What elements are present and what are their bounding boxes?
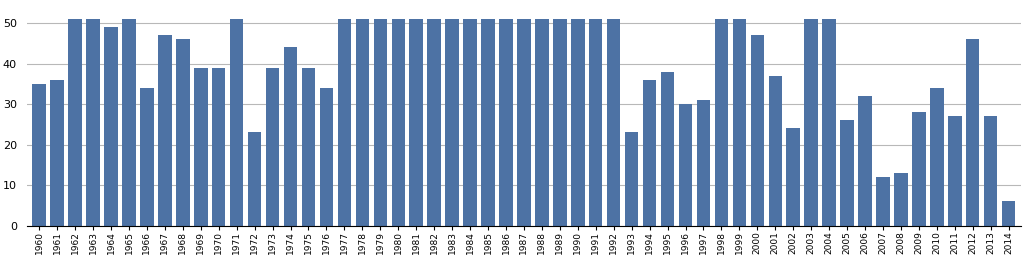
Bar bbox=[50, 80, 63, 226]
Bar bbox=[266, 68, 280, 226]
Bar bbox=[571, 19, 585, 226]
Bar bbox=[33, 84, 46, 226]
Bar bbox=[248, 132, 261, 226]
Bar bbox=[319, 88, 333, 226]
Bar bbox=[625, 132, 638, 226]
Bar bbox=[607, 19, 621, 226]
Bar bbox=[786, 128, 800, 226]
Bar bbox=[643, 80, 656, 226]
Bar bbox=[660, 72, 674, 226]
Bar bbox=[445, 19, 459, 226]
Bar bbox=[715, 19, 728, 226]
Bar bbox=[338, 19, 351, 226]
Bar bbox=[140, 88, 154, 226]
Bar bbox=[1001, 201, 1016, 226]
Bar bbox=[589, 19, 602, 226]
Bar bbox=[69, 19, 82, 226]
Bar bbox=[769, 76, 782, 226]
Bar bbox=[553, 19, 566, 226]
Bar bbox=[877, 177, 890, 226]
Bar bbox=[410, 19, 423, 226]
Bar bbox=[355, 19, 369, 226]
Bar bbox=[696, 100, 711, 226]
Bar bbox=[158, 35, 172, 226]
Bar bbox=[822, 19, 836, 226]
Bar bbox=[302, 68, 315, 226]
Bar bbox=[374, 19, 387, 226]
Bar bbox=[463, 19, 477, 226]
Bar bbox=[536, 19, 549, 226]
Bar bbox=[751, 35, 764, 226]
Bar bbox=[841, 120, 854, 226]
Bar bbox=[500, 19, 513, 226]
Bar bbox=[948, 116, 962, 226]
Bar bbox=[732, 19, 746, 226]
Bar bbox=[984, 116, 997, 226]
Bar bbox=[176, 39, 189, 226]
Bar bbox=[104, 27, 118, 226]
Bar bbox=[230, 19, 244, 226]
Bar bbox=[284, 47, 297, 226]
Bar bbox=[212, 68, 225, 226]
Bar bbox=[894, 173, 907, 226]
Bar bbox=[481, 19, 495, 226]
Bar bbox=[391, 19, 404, 226]
Bar bbox=[679, 104, 692, 226]
Bar bbox=[122, 19, 136, 226]
Bar bbox=[86, 19, 99, 226]
Bar bbox=[517, 19, 530, 226]
Bar bbox=[930, 88, 943, 226]
Bar bbox=[427, 19, 441, 226]
Bar bbox=[194, 68, 208, 226]
Bar bbox=[966, 39, 980, 226]
Bar bbox=[805, 19, 818, 226]
Bar bbox=[912, 112, 926, 226]
Bar bbox=[858, 96, 871, 226]
